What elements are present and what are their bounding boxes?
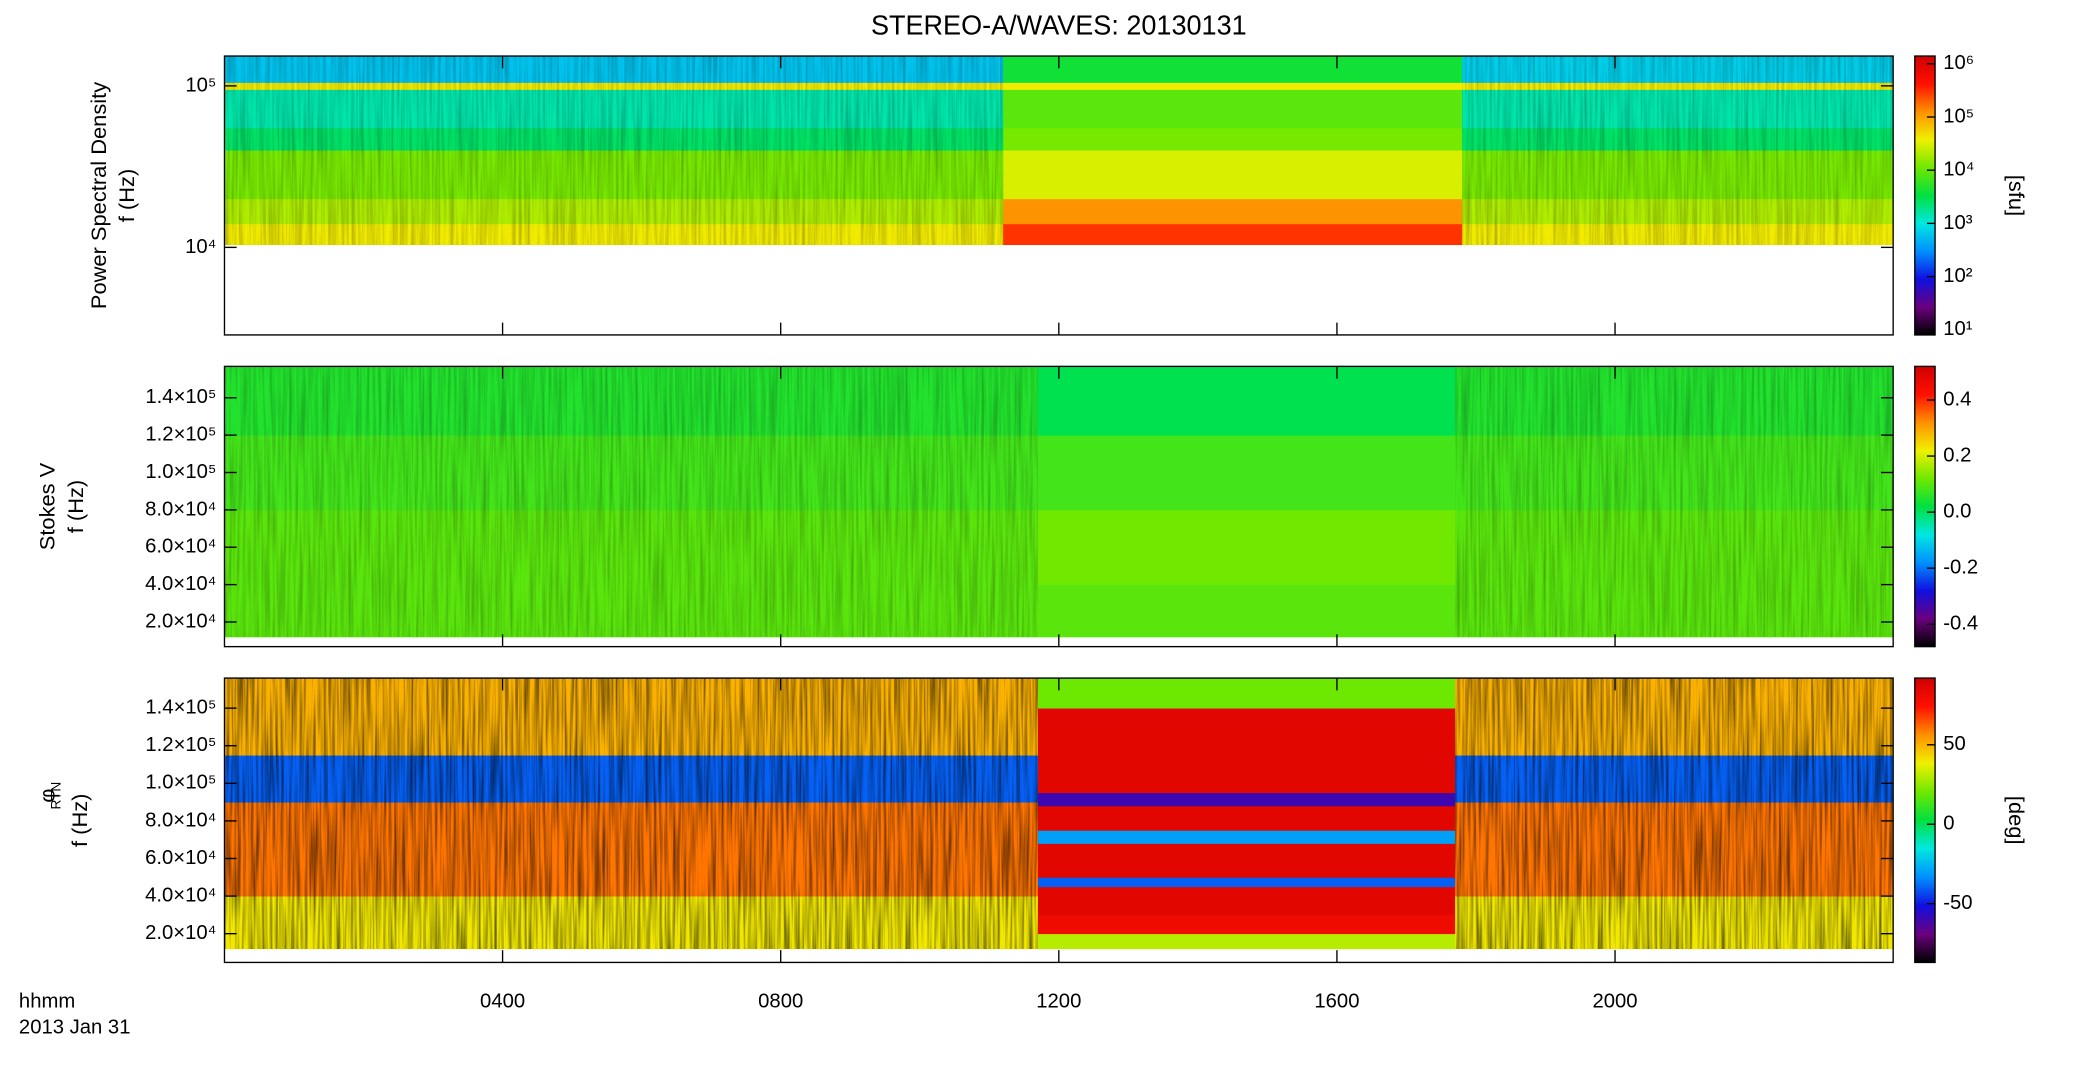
colorbar-tick-label: -0.2: [1943, 556, 1978, 578]
x-axis-label: 2013 Jan 31: [19, 1016, 131, 1038]
y-tick-label: 4.0×10⁴: [145, 884, 216, 906]
colorbar-tick-label: 50: [1943, 733, 1966, 755]
heatmap-cell: [1037, 708, 1456, 794]
heatmap: [224, 56, 1894, 246]
heatmap-cell: [1037, 914, 1456, 935]
colorbar-tick-label: -0.4: [1943, 613, 1978, 635]
texture: [224, 56, 1004, 245]
y-tick-label: 1.2×10⁵: [145, 734, 216, 756]
y-tick-label: 2.0×10⁴: [145, 610, 216, 632]
heatmap-cell: [1037, 366, 1456, 436]
heatmap-cell: [1037, 843, 1456, 878]
colorbar: [1914, 365, 1936, 648]
colorbar-tick-label: 0: [1943, 813, 1954, 835]
x-tick-label: 1600: [1314, 990, 1359, 1012]
x-tick-label: 0800: [758, 990, 803, 1012]
y-axis-symbol: φ: [35, 789, 60, 803]
y-tick-label: 1.0×10⁵: [145, 461, 216, 483]
y-axis-label: Power Spectral Density: [86, 82, 111, 309]
y-axis-label: f (Hz): [114, 169, 139, 222]
colorbar-tick-label: 0.4: [1943, 388, 1971, 410]
heatmap-cell: [1037, 678, 1456, 709]
y-tick-label: 1.4×10⁵: [145, 696, 216, 718]
colorbar-label: [deg]: [2004, 796, 2029, 845]
heatmap-cell: [1003, 89, 1463, 129]
y-axis-label: f (Hz): [67, 794, 92, 847]
colorbar-tick-label: 10¹: [1943, 318, 1973, 340]
y-tick-label: 1.2×10⁵: [145, 423, 216, 445]
heatmap-cell: [1003, 150, 1463, 200]
colorbar-tick-label: 10⁴: [1943, 159, 1974, 181]
heatmap-cell: [1037, 792, 1456, 807]
heatmap-cell: [1003, 198, 1463, 225]
y-tick-label: 2.0×10⁴: [145, 922, 216, 944]
heatmap: [224, 366, 1894, 638]
colorbar: [1914, 677, 1936, 964]
heatmap-cell: [1037, 435, 1456, 511]
colorbar-tick-label: 10²: [1943, 265, 1973, 287]
y-tick-label: 1.4×10⁵: [145, 386, 216, 408]
heatmap-cell: [1037, 805, 1456, 831]
heatmap-cell: [1003, 223, 1463, 246]
heatmap: [224, 678, 1894, 950]
y-tick-label: 6.0×10⁴: [145, 847, 216, 869]
colorbar-tick-label: 0.2: [1943, 444, 1971, 466]
y-tick-label: 10⁵: [185, 74, 216, 96]
texture: [1455, 678, 1894, 949]
colorbar-tick-label: 10³: [1943, 212, 1973, 234]
heatmap-cell: [1037, 877, 1456, 888]
heatmap-cell: [1003, 127, 1463, 151]
heatmap-cell: [1037, 933, 1456, 950]
x-tick-label: 0400: [480, 990, 525, 1012]
texture: [1462, 56, 1894, 245]
colorbar-tick-label: 10⁵: [1943, 105, 1974, 127]
colorbar: [1914, 55, 1936, 336]
y-tick-label: 4.0×10⁴: [145, 573, 216, 595]
x-tick-label: 2000: [1593, 990, 1638, 1012]
heatmap-cell: [1037, 509, 1456, 586]
x-tick-label: 1200: [1036, 990, 1081, 1012]
texture: [224, 678, 1038, 949]
y-axis-subscript: RTN: [48, 782, 63, 810]
colorbar-tick-label: -50: [1943, 892, 1972, 914]
x-axis-label: hhmm: [19, 990, 75, 1012]
heatmap-cell: [1003, 56, 1463, 83]
texture: [1455, 366, 1894, 637]
heatmap-cell: [1037, 886, 1456, 916]
texture: [224, 366, 1038, 637]
colorbar-label: [sfu]: [2004, 175, 2029, 216]
colorbar-tick-label: 10⁶: [1943, 52, 1974, 74]
y-tick-label: 8.0×10⁴: [145, 809, 216, 831]
y-tick-label: 6.0×10⁴: [145, 536, 216, 558]
y-axis-label: Stokes V: [35, 462, 60, 550]
y-tick-label: 1.0×10⁵: [145, 772, 216, 794]
heatmap-cell: [1003, 82, 1463, 90]
heatmap-cell: [1037, 830, 1456, 844]
colorbar-tick-label: 0.0: [1943, 500, 1971, 522]
heatmap-cell: [1037, 584, 1456, 638]
y-tick-label: 10⁴: [185, 236, 216, 258]
y-axis-label: f (Hz): [63, 480, 88, 533]
y-tick-label: 8.0×10⁴: [145, 498, 216, 520]
chart-title: STEREO-A/WAVES: 20130131: [871, 9, 1247, 40]
